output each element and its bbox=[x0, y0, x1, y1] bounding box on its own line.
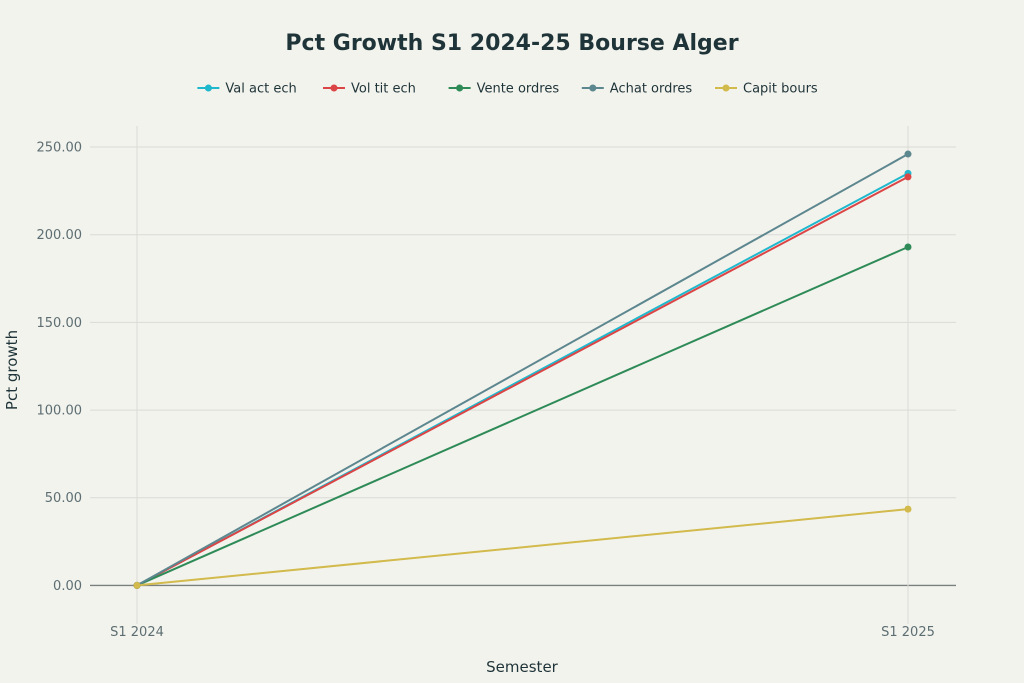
x-axis-title: Semester bbox=[486, 658, 559, 676]
legend-item[interactable]: Achat ordres bbox=[581, 82, 693, 97]
legend-swatch-marker bbox=[589, 84, 597, 92]
chart-title: Pct Growth S1 2024-25 Bourse Alger bbox=[285, 31, 738, 56]
y-axis-title: Pct growth bbox=[3, 330, 21, 410]
legend-label: Achat ordres bbox=[610, 82, 693, 97]
series-line-4 bbox=[136, 508, 909, 587]
legend-label: Vol tit ech bbox=[351, 82, 416, 97]
legend: Val act ech Vol tit ech Vente ordres Achat … bbox=[197, 82, 818, 97]
y-axis-ticks: 0.00 50.00 100.00 150.00 200.00 250.00 bbox=[37, 141, 83, 594]
data-point bbox=[904, 505, 912, 513]
series-line-3 bbox=[136, 153, 909, 587]
series-line-2 bbox=[136, 246, 909, 587]
legend-swatch-marker bbox=[330, 84, 338, 92]
y-tick-label: 50.00 bbox=[45, 491, 82, 506]
y-tick-label: 200.00 bbox=[37, 228, 83, 243]
legend-item[interactable]: Capit bours bbox=[715, 82, 818, 97]
legend-item[interactable]: Vol tit ech bbox=[323, 82, 416, 97]
data-point bbox=[133, 581, 141, 589]
legend-label: Val act ech bbox=[225, 82, 296, 97]
y-tick-label: 150.00 bbox=[37, 316, 83, 331]
data-point bbox=[904, 150, 912, 158]
data-point bbox=[904, 173, 912, 181]
data-point bbox=[904, 243, 912, 251]
x-axis-ticks: S1 2024 S1 2025 bbox=[110, 625, 935, 640]
x-tick-label: S1 2024 bbox=[110, 625, 164, 640]
legend-swatch-marker bbox=[204, 84, 212, 92]
legend-item[interactable]: Vente ordres bbox=[448, 82, 560, 97]
y-tick-label: 100.00 bbox=[37, 404, 83, 419]
grid-lines bbox=[90, 126, 956, 624]
legend-swatch-marker bbox=[456, 84, 464, 92]
y-tick-label: 0.00 bbox=[53, 579, 82, 594]
legend-swatch-marker bbox=[722, 84, 730, 92]
series-line-1 bbox=[136, 175, 909, 587]
legend-label: Vente ordres bbox=[477, 82, 560, 97]
x-tick-label: S1 2025 bbox=[881, 625, 935, 640]
y-tick-label: 250.00 bbox=[37, 141, 83, 156]
series-points bbox=[133, 150, 912, 589]
legend-item[interactable]: Val act ech bbox=[197, 82, 297, 97]
legend-label: Capit bours bbox=[743, 82, 818, 97]
series-lines bbox=[136, 153, 909, 587]
